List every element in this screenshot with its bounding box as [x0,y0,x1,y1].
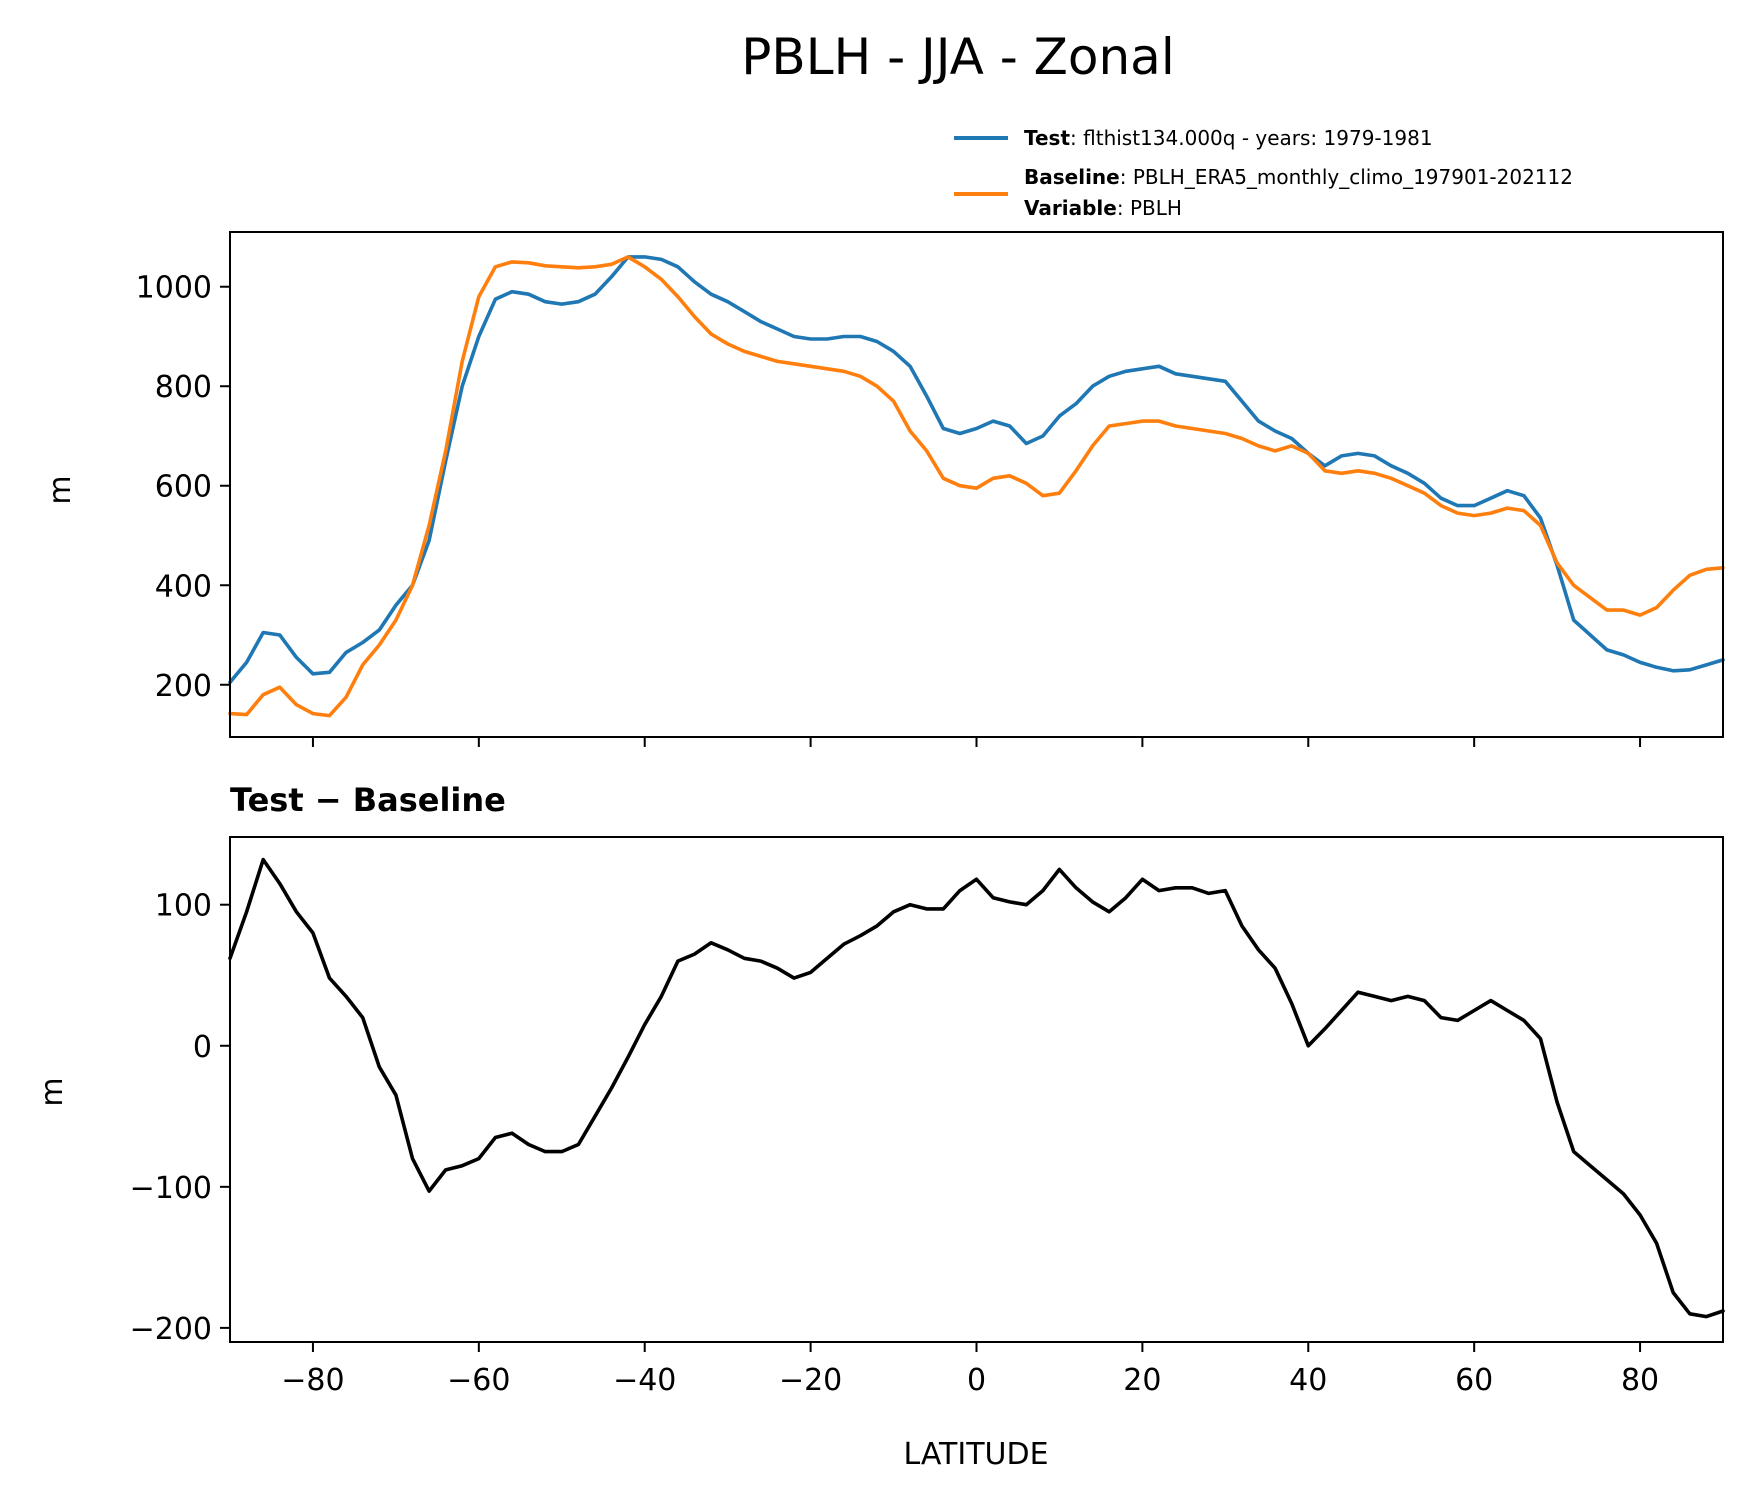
bottom-y-axis-label: m [35,1077,70,1106]
legend-text-variable: PBLH [1130,196,1182,220]
bottom-y-tick-label: −200 [130,1312,212,1347]
bottom-y-tick-label: −100 [130,1171,212,1206]
top-plot-frame [229,231,1724,738]
bottom-x-tick-label: −80 [281,1363,344,1398]
bottom-series-line-difference [228,857,1725,1319]
bottom-x-tick-label: −40 [613,1363,676,1398]
top-y-tick-label: 800 [155,370,212,405]
top-y-tick-label: 600 [155,470,212,505]
bottom-y-ticks: −200 −100 0 100 [130,889,230,1347]
legend-entry-baseline: Baseline: PBLH_ERA5_monthly_climo_197901… [1024,165,1573,189]
legend-text-baseline: PBLH_ERA5_monthly_climo_197901-202112 [1133,165,1573,189]
bottom-series-group [228,857,1725,1319]
bottom-x-tick-label: −60 [447,1363,510,1398]
bottom-x-tick-label: −20 [779,1363,842,1398]
legend-text-test: flthist134.000q - years: 1979-1981 [1083,126,1432,150]
bottom-plot-frame [229,836,1724,1343]
legend-key-test: Test [1024,126,1070,150]
bottom-x-tick-label: 60 [1455,1363,1493,1398]
legend-entry-test: Test: flthist134.000q - years: 1979-1981 [1024,126,1433,150]
top-y-tick-label: 1000 [136,271,212,306]
legend-key-baseline: Baseline [1024,165,1120,189]
bottom-x-tick-label: 80 [1621,1363,1659,1398]
top-y-axis-label: m [43,475,78,504]
bottom-x-tick-label: 20 [1123,1363,1161,1398]
bottom-y-tick-label: 0 [193,1030,212,1065]
top-series-line-test [228,255,1725,685]
top-x-ticks [311,737,1642,747]
legend-sep-test: : [1070,126,1083,150]
top-y-tick-label: 200 [155,669,212,704]
bottom-x-tick-label: 40 [1289,1363,1327,1398]
legend-sep-variable: : [1117,196,1130,220]
legend-sep-baseline: : [1120,165,1133,189]
bottom-x-ticks: −80 −60 −40 −20 0 20 40 60 80 [281,1342,1659,1398]
top-series-group [228,255,1725,718]
figure-title: PBLH - JJA - Zonal [741,28,1174,86]
bottom-y-tick-label: 100 [155,889,212,924]
top-y-tick-label: 400 [155,569,212,604]
legend-entry-variable: Variable: PBLH [1024,196,1182,220]
top-y-ticks: 200 400 600 800 1000 [136,271,230,704]
bottom-panel-title: Test − Baseline [230,781,506,819]
top-series-line-baseline [228,255,1725,718]
legend-key-variable: Variable [1024,196,1117,220]
legend: Test: flthist134.000q - years: 1979-1981… [954,126,1573,220]
bottom-x-tick-label: 0 [967,1363,986,1398]
bottom-x-axis-label: LATITUDE [903,1437,1048,1472]
top-panel: 200 400 600 800 1000 m [43,231,1725,747]
